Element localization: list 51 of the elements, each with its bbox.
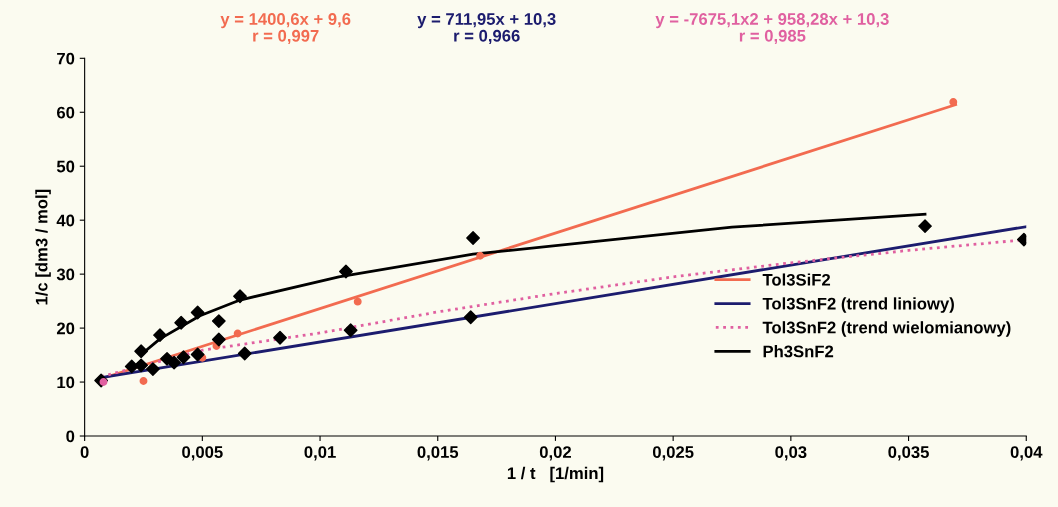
text: y = 1400,6x + 9,6 r = 0,997 [220,13,351,45]
y-tick-label: 20 [56,322,75,335]
point [134,358,149,373]
x-tick-label: 0,015 [417,446,459,461]
legend-label: Tol3SiF2 [762,273,831,286]
point [463,310,478,325]
point [190,305,205,320]
y-tick-label: 0 [66,430,75,443]
x-tick-label: 0,04 [1010,446,1043,461]
y-axis-title: 1/c [dm3 / mol] [35,189,51,305]
x-tick-label: 0,01 [304,446,336,461]
point [139,377,148,385]
point [918,219,932,234]
y-tick-label: 10 [57,376,75,389]
point [353,297,362,306]
x-tick-label: 0,03 [775,446,807,461]
point [190,347,205,362]
text: y = -7675,1x2 + 958,28x + 10,3 r = 0,985 [655,13,889,45]
y-tick-label: 40 [56,214,75,227]
point [176,350,191,365]
point [124,359,139,374]
point [476,251,485,260]
point [167,355,182,370]
point [174,315,189,330]
point [273,330,287,345]
point [339,264,353,279]
legend-label: Tol3SnF2 (trend liniowy) [762,297,954,313]
point [211,332,226,347]
point [153,328,167,343]
y-tick-label: 70 [57,52,75,65]
y-tick-label: 30 [56,268,75,281]
x-tick-label: 0,035 [888,446,929,461]
point [134,344,149,359]
y-tick-label: 60 [56,106,75,119]
legend-label: Ph3SnF2 [763,345,834,358]
x-tick-label: 0,025 [652,446,694,461]
x-tick-label: 0,005 [182,446,223,461]
point [949,98,958,106]
point [466,231,480,245]
x-tick-label: 0,02 [539,446,571,461]
point [233,329,242,338]
point [237,346,252,361]
x-axis-title: 1 / t [1/min] [507,466,604,483]
text: y = 711,95x + 10,3 r = 0,966 [417,13,556,45]
y-tick-label: 50 [56,160,75,173]
point [146,362,160,377]
point [233,289,247,304]
point [343,323,358,338]
x-tick-label: 0 [80,446,89,458]
point [211,314,226,328]
legend-label: Tol3SnF2 (trend wielomianowy) [762,321,1011,337]
